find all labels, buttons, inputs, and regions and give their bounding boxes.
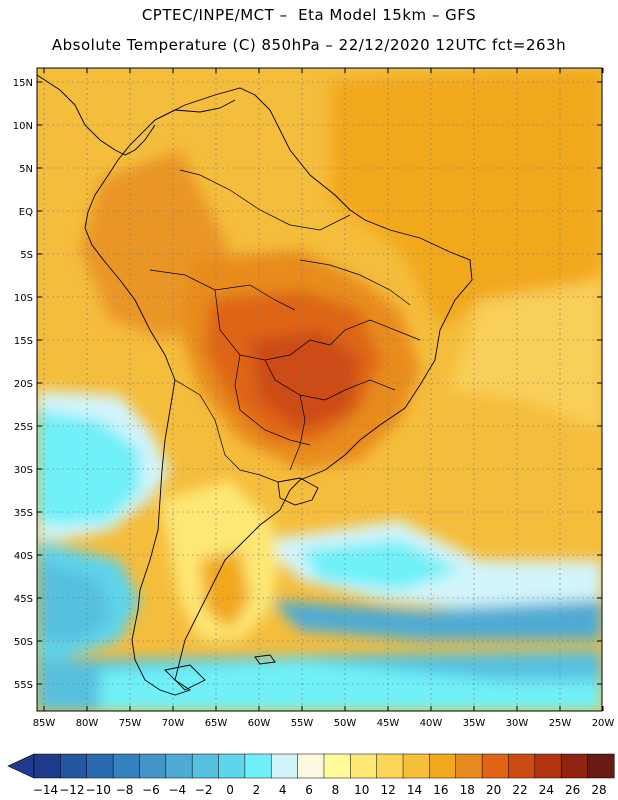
lon-tick-label: 45W: [377, 718, 400, 729]
colorbar-tick-label: 24: [539, 783, 554, 797]
lon-tick-label: 35W: [463, 718, 486, 729]
lat-tick-label: 15N: [13, 78, 33, 89]
colorbar-swatch: [429, 753, 457, 779]
colorbar-legend: −14 −12 −10 −8 −6 −4 −2 0 2 4 6 8 10 12 14 16 18 20 22 24 26…: [7, 753, 615, 797]
lon-tick-label: 40W: [420, 718, 443, 729]
latitude-axis: 15N 10N 5N EQ 5S 10S 15S 20S 25S 30S 35S 40S 45S 50S 5…: [13, 78, 602, 691]
colorbar-tick-label: 28: [591, 783, 606, 797]
colorbar-tick-label: 0: [226, 783, 234, 797]
colorbar-swatch: [33, 753, 62, 779]
uruguay-outline: [277, 477, 319, 506]
colorbar-tick-label: 18: [460, 783, 475, 797]
colorbar-tick-label: −12: [59, 783, 84, 797]
colorbar-swatch: [139, 753, 167, 779]
temperature-field: [37, 68, 602, 711]
title-line-2: Absolute Temperature (C) 850hPa – 22/12/…: [51, 36, 567, 54]
tierra-del-fuego: [164, 664, 206, 691]
country-borders: [149, 169, 421, 483]
lat-tick-label: 30S: [14, 465, 33, 476]
colorbar-swatch: [323, 753, 351, 779]
colorbar-swatch: [481, 753, 510, 779]
lon-tick-label: 75W: [119, 718, 142, 729]
lat-tick-label: 15S: [14, 336, 33, 347]
colorbar-tick-label: −8: [116, 783, 134, 797]
lat-tick-label: 35S: [14, 508, 33, 519]
lon-tick-label: 50W: [334, 718, 357, 729]
colorbar-tick-label: 16: [433, 783, 448, 797]
lat-tick-label: 10S: [14, 293, 33, 304]
colorbar-swatch: [376, 753, 404, 779]
colorbar-swatch: [297, 753, 325, 779]
colorbar-tick-label: 22: [512, 783, 527, 797]
lon-tick-label: 30W: [506, 718, 529, 729]
colorbar-swatch: [402, 753, 431, 779]
colorbar-tick-label: 26: [565, 783, 580, 797]
lon-tick-label: 55W: [291, 718, 314, 729]
lat-tick-label: 20S: [14, 379, 33, 390]
lat-tick-label: 40S: [14, 551, 33, 562]
colorbar-tick-label: −6: [142, 783, 160, 797]
colorbar-left-arrow: [7, 753, 35, 779]
lon-tick-label: 80W: [76, 718, 99, 729]
colorbar-tick-label: 8: [332, 783, 340, 797]
lat-tick-label: 55S: [14, 680, 33, 691]
colorbar-tick-label: −4: [168, 783, 186, 797]
colorbar-swatch: [560, 753, 589, 779]
colorbar-tick-label: 4: [279, 783, 287, 797]
falklands: [254, 654, 276, 665]
colorbar-tick-label: 2: [253, 783, 261, 797]
colorbar-tick-label: −14: [33, 783, 58, 797]
grid-lines: [37, 68, 602, 711]
colorbar-tick-label: 10: [354, 783, 369, 797]
longitude-axis: 85W 80W 75W 70W 65W 60W 55W 50W 45W 40W 35W 30W 25W 2…: [33, 68, 615, 729]
colorbar-swatch: [218, 753, 246, 779]
lat-tick-label: 5S: [20, 250, 33, 261]
colorbar-swatch: [587, 753, 615, 779]
lat-tick-label: 25S: [14, 422, 33, 433]
colorbar-tick-label: 20: [486, 783, 501, 797]
lat-tick-label: 10N: [13, 121, 33, 132]
lat-tick-label: 45S: [14, 594, 33, 605]
colorbar-tick-label: −10: [86, 783, 111, 797]
colorbar-tick-label: 6: [305, 783, 313, 797]
south-america-outline: [84, 87, 473, 696]
colorbar-tick-label: −2: [195, 783, 213, 797]
colorbar-swatch: [244, 753, 272, 779]
central-america-outline: [37, 74, 156, 156]
map-frame: [36, 67, 603, 712]
colorbar-tick-label: 12: [381, 783, 396, 797]
caribbean-coast: [154, 99, 236, 121]
colorbar-swatch: [270, 753, 299, 779]
colorbar-swatch: [350, 753, 378, 779]
lon-tick-label: 60W: [248, 718, 271, 729]
colorbar-tick-label: 14: [407, 783, 422, 797]
colorbar-swatch: [508, 753, 536, 779]
colorbar-swatch: [86, 753, 114, 779]
title-line-1: CPTEC/INPE/MCT – Eta Model 15km – GFS: [141, 6, 477, 24]
colorbar-swatch: [534, 753, 562, 779]
colorbar-swatch: [60, 753, 88, 779]
lat-tick-label: 50S: [14, 637, 33, 648]
lon-tick-label: 25W: [549, 718, 572, 729]
lat-tick-label: EQ: [19, 207, 33, 218]
colorbar-swatch: [191, 753, 220, 779]
lon-tick-label: 20W: [592, 718, 615, 729]
lon-tick-label: 85W: [33, 718, 56, 729]
lat-tick-label: 5N: [19, 164, 33, 175]
coastlines: [37, 74, 473, 696]
lon-tick-label: 70W: [162, 718, 185, 729]
colorbar-swatch: [455, 753, 483, 779]
colorbar-swatch: [165, 753, 193, 779]
lon-tick-label: 65W: [205, 718, 228, 729]
colorbar-swatch: [112, 753, 141, 779]
